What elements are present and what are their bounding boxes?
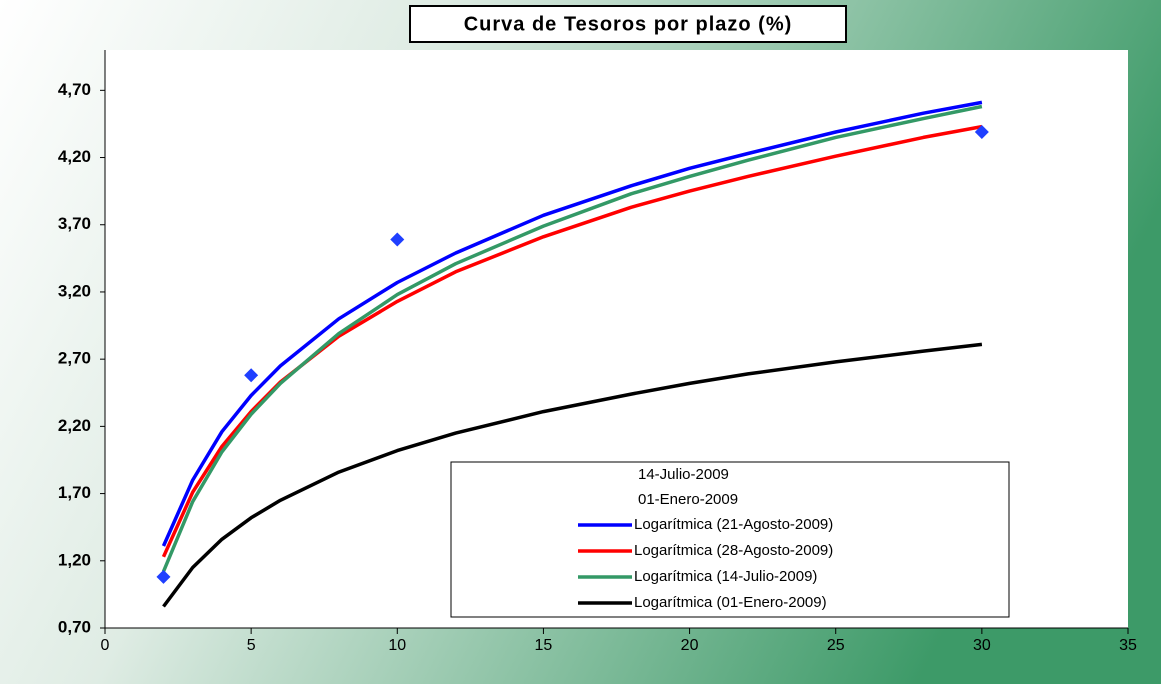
y-tick-label: 3,20	[58, 281, 91, 300]
trend-line	[161, 104, 983, 573]
y-tick-label: 2,20	[58, 416, 91, 435]
x-tick-label: 15	[535, 637, 553, 654]
x-tick-label: 30	[973, 637, 991, 654]
plot: 0,70 1,20 1,70 2,20 2,70 3,20 3,70 4,20 4,70 0 5 10…	[58, 50, 1137, 654]
data-point	[244, 368, 259, 383]
x-tick-label: 35	[1119, 637, 1137, 654]
data-point	[390, 232, 405, 247]
y-tick-label: 4,20	[58, 147, 91, 166]
legend-label: 14-Julio-2009	[638, 466, 729, 483]
x-tick-label: 0	[101, 637, 110, 654]
title-box	[409, 5, 847, 43]
y-tick-label: 2,70	[58, 349, 91, 368]
x-tick-label: 25	[827, 637, 845, 654]
legend-label: Logarítmica (01-Enero-2009)	[634, 594, 827, 611]
legend-label: Logarítmica (21-Agosto-2009)	[634, 516, 833, 533]
x-tick-label: 20	[681, 637, 699, 654]
legend-box	[450, 461, 1010, 618]
y-tick-label: 1,70	[58, 483, 91, 502]
data-point	[974, 124, 989, 139]
y-tick-label: 4,70	[58, 80, 91, 99]
x-tick-label: 5	[247, 637, 256, 654]
y-tick-label: 0,70	[58, 617, 91, 636]
trend-line	[162, 342, 983, 608]
legend-label: Logarítmica (14-Julio-2009)	[634, 568, 817, 585]
legend-label: Logarítmica (28-Agosto-2009)	[634, 542, 833, 559]
chart-title: Curva de Tesoros por plazo (%)	[464, 13, 793, 35]
y-tick-label: 1,20	[58, 550, 91, 569]
data-point	[156, 569, 171, 584]
trend-line	[161, 100, 983, 547]
x-tick-label: 10	[388, 637, 406, 654]
trend-line	[161, 124, 983, 558]
y-tick-label: 3,70	[58, 214, 91, 233]
legend-label: 01-Enero-2009	[638, 491, 738, 508]
